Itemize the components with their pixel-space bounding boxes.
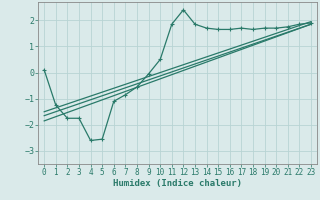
X-axis label: Humidex (Indice chaleur): Humidex (Indice chaleur)	[113, 179, 242, 188]
